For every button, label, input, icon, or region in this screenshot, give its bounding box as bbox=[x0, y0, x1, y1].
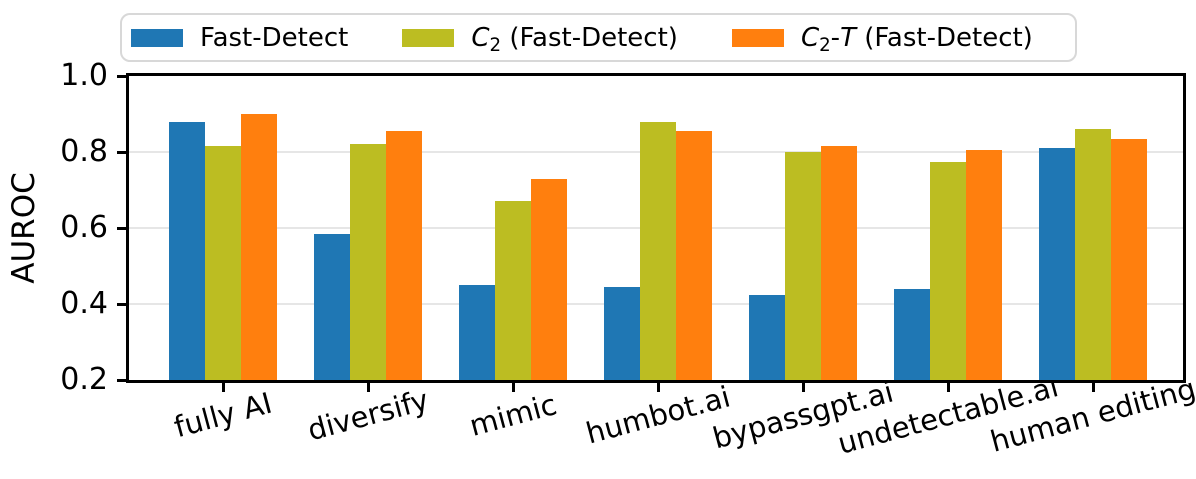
y-tick-label-0.2: 0.2 bbox=[60, 362, 108, 397]
bar-c-fast-detect-diversify bbox=[350, 144, 386, 380]
x-tick-mark-diversify bbox=[366, 383, 370, 392]
bar-c-t-fast-detect-undetectable-ai bbox=[966, 150, 1002, 380]
y-tick-mark-0.8 bbox=[117, 150, 126, 154]
x-tick-mark-bypassgpt-ai bbox=[801, 383, 805, 392]
y-tick-label-0.6: 0.6 bbox=[60, 210, 108, 245]
x-tick-mark-mimic bbox=[511, 383, 515, 392]
y-tick-label-1: 1.0 bbox=[60, 58, 108, 93]
x-tick-mark-undetectable-ai bbox=[946, 383, 950, 392]
bar-c-t-fast-detect-diversify bbox=[386, 131, 422, 380]
bar-c-t-fast-detect-mimic bbox=[531, 178, 567, 380]
plot-area bbox=[126, 73, 1186, 383]
bar-c-t-fast-detect-bypassgpt-ai bbox=[821, 146, 857, 380]
bar-fast-detect-mimic bbox=[459, 285, 495, 380]
legend-label-part: 2 bbox=[819, 34, 831, 56]
bar-fast-detect-bypassgpt-ai bbox=[749, 294, 785, 380]
legend-swatch-fast-detect bbox=[131, 28, 183, 47]
x-tick-label-diversify: diversify bbox=[303, 382, 433, 448]
legend-label-part: (Fast-Detect) bbox=[855, 22, 1033, 53]
legend-label-part: C bbox=[800, 22, 820, 53]
x-tick-mark-humbot-ai bbox=[656, 383, 660, 392]
legend-item-fast-detect: Fast-Detect bbox=[131, 23, 348, 53]
x-tick-label-mimic: mimic bbox=[465, 387, 561, 443]
bar-fast-detect-diversify bbox=[314, 233, 350, 380]
x-tick-mark-human-editing bbox=[1091, 383, 1095, 392]
y-tick-mark-0.2 bbox=[117, 378, 126, 382]
legend-label-part: - bbox=[830, 22, 841, 53]
legend-item-c2-fast-detect: C2 (Fast-Detect) bbox=[402, 22, 678, 56]
legend-swatch-c2-fast-detect bbox=[402, 28, 455, 47]
y-tick-label-0.4: 0.4 bbox=[60, 286, 108, 321]
legend-item-c2-t-fast-detect: C2-T (Fast-Detect) bbox=[731, 22, 1033, 56]
legend-label-part: 2 bbox=[489, 34, 502, 56]
legend-label-part: (Fast-Detect) bbox=[501, 22, 678, 53]
bar-c-fast-detect-human-editing bbox=[1075, 129, 1111, 380]
bar-c-t-fast-detect-fully-ai bbox=[241, 114, 277, 380]
legend-label-c2-t-fast-detect: C2-T (Fast-Detect) bbox=[800, 22, 1033, 56]
bar-c-fast-detect-undetectable-ai bbox=[930, 161, 966, 380]
x-tick-mark-fully-ai bbox=[221, 383, 225, 392]
y-tick-mark-1 bbox=[117, 74, 126, 78]
legend-label-c2-fast-detect: C2 (Fast-Detect) bbox=[471, 22, 678, 56]
bar-fast-detect-fully-ai bbox=[169, 121, 205, 380]
legend-label-part: T bbox=[840, 22, 856, 53]
bar-c-fast-detect-humbot-ai bbox=[640, 121, 676, 380]
bar-c-fast-detect-bypassgpt-ai bbox=[785, 152, 821, 380]
x-tick-label-fully-ai: fully AI bbox=[170, 385, 276, 445]
legend-label-part: Fast-Detect bbox=[200, 22, 349, 53]
legend-swatch-c2-t-fast-detect bbox=[731, 28, 784, 47]
bar-fast-detect-humbot-ai bbox=[604, 286, 640, 380]
y-tick-mark-0.6 bbox=[117, 226, 126, 230]
bar-c-t-fast-detect-human-editing bbox=[1111, 138, 1147, 380]
y-tick-label-0.8: 0.8 bbox=[60, 134, 108, 169]
bar-fast-detect-human-editing bbox=[1039, 148, 1075, 380]
bar-c-fast-detect-fully-ai bbox=[205, 146, 241, 380]
bar-c-t-fast-detect-humbot-ai bbox=[676, 131, 712, 380]
bar-fast-detect-undetectable-ai bbox=[894, 288, 930, 380]
bar-c-fast-detect-mimic bbox=[495, 201, 531, 380]
legend-label-fast-detect: Fast-Detect bbox=[200, 23, 348, 53]
legend: Fast-Detect C2 (Fast-Detect) C2-T (Fast-De… bbox=[120, 13, 1077, 62]
y-tick-mark-0.4 bbox=[117, 302, 126, 306]
legend-label-part: C bbox=[471, 22, 490, 53]
